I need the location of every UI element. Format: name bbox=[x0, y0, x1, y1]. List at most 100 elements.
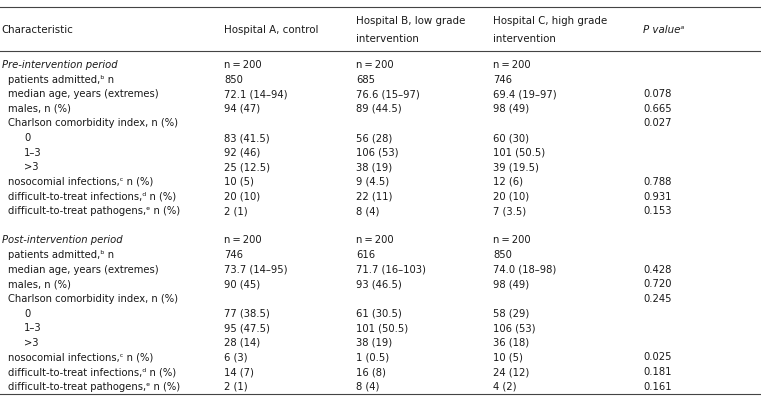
Text: 0.027: 0.027 bbox=[643, 118, 671, 128]
Text: 0.720: 0.720 bbox=[643, 279, 671, 289]
Text: difficult-to-treat infections,ᵈ n (%): difficult-to-treat infections,ᵈ n (%) bbox=[8, 366, 176, 376]
Text: 16 (8): 16 (8) bbox=[356, 366, 386, 376]
Text: >3: >3 bbox=[24, 337, 39, 347]
Text: 39 (19.5): 39 (19.5) bbox=[493, 162, 539, 172]
Text: 685: 685 bbox=[356, 74, 375, 84]
Text: 58 (29): 58 (29) bbox=[493, 308, 530, 318]
Text: 1 (0.5): 1 (0.5) bbox=[356, 352, 390, 362]
Text: 0.245: 0.245 bbox=[643, 293, 671, 303]
Text: 38 (19): 38 (19) bbox=[356, 162, 392, 172]
Text: 89 (44.5): 89 (44.5) bbox=[356, 103, 402, 113]
Text: 12 (6): 12 (6) bbox=[493, 176, 523, 186]
Text: 0: 0 bbox=[24, 308, 30, 318]
Text: Hospital C, high grade: Hospital C, high grade bbox=[493, 16, 607, 26]
Text: males, n (%): males, n (%) bbox=[8, 279, 71, 289]
Text: 20 (10): 20 (10) bbox=[493, 191, 529, 201]
Text: Post-intervention period: Post-intervention period bbox=[2, 235, 123, 245]
Text: 8 (4): 8 (4) bbox=[356, 381, 380, 391]
Text: 83 (41.5): 83 (41.5) bbox=[224, 133, 270, 143]
Text: 0.181: 0.181 bbox=[643, 366, 671, 376]
Text: 93 (46.5): 93 (46.5) bbox=[356, 279, 402, 289]
Text: 24 (12): 24 (12) bbox=[493, 366, 530, 376]
Text: nosocomial infections,ᶜ n (%): nosocomial infections,ᶜ n (%) bbox=[8, 352, 153, 362]
Text: 0.665: 0.665 bbox=[643, 103, 672, 113]
Text: nosocomial infections,ᶜ n (%): nosocomial infections,ᶜ n (%) bbox=[8, 176, 153, 186]
Text: 90 (45): 90 (45) bbox=[224, 279, 260, 289]
Text: n = 200: n = 200 bbox=[356, 235, 393, 245]
Text: 25 (12.5): 25 (12.5) bbox=[224, 162, 270, 172]
Text: Charlson comorbidity index, n (%): Charlson comorbidity index, n (%) bbox=[8, 118, 177, 128]
Text: 71.7 (16–103): 71.7 (16–103) bbox=[356, 264, 426, 274]
Text: n = 200: n = 200 bbox=[493, 235, 530, 245]
Text: 0: 0 bbox=[24, 133, 30, 143]
Text: intervention: intervention bbox=[356, 34, 419, 44]
Text: 746: 746 bbox=[493, 74, 512, 84]
Text: Hospital B, low grade: Hospital B, low grade bbox=[356, 16, 466, 26]
Text: 94 (47): 94 (47) bbox=[224, 103, 260, 113]
Text: 73.7 (14–95): 73.7 (14–95) bbox=[224, 264, 288, 274]
Text: 28 (14): 28 (14) bbox=[224, 337, 260, 347]
Text: 22 (11): 22 (11) bbox=[356, 191, 393, 201]
Text: males, n (%): males, n (%) bbox=[8, 103, 71, 113]
Text: 6 (3): 6 (3) bbox=[224, 352, 248, 362]
Text: 98 (49): 98 (49) bbox=[493, 279, 529, 289]
Text: 850: 850 bbox=[224, 74, 244, 84]
Text: 0.428: 0.428 bbox=[643, 264, 671, 274]
Text: n = 200: n = 200 bbox=[356, 60, 393, 70]
Text: 38 (19): 38 (19) bbox=[356, 337, 392, 347]
Text: 74.0 (18–98): 74.0 (18–98) bbox=[493, 264, 556, 274]
Text: 60 (30): 60 (30) bbox=[493, 133, 529, 143]
Text: 69.4 (19–97): 69.4 (19–97) bbox=[493, 89, 557, 99]
Text: 106 (53): 106 (53) bbox=[356, 147, 399, 157]
Text: difficult-to-treat pathogens,ᵉ n (%): difficult-to-treat pathogens,ᵉ n (%) bbox=[8, 381, 180, 391]
Text: 1–3: 1–3 bbox=[24, 147, 42, 157]
Text: 0.788: 0.788 bbox=[643, 176, 671, 186]
Text: difficult-to-treat pathogens,ᵉ n (%): difficult-to-treat pathogens,ᵉ n (%) bbox=[8, 206, 180, 216]
Text: patients admitted,ᵇ n: patients admitted,ᵇ n bbox=[8, 74, 113, 84]
Text: Pre-intervention period: Pre-intervention period bbox=[2, 60, 117, 70]
Text: 4 (2): 4 (2) bbox=[493, 381, 517, 391]
Text: 10 (5): 10 (5) bbox=[224, 176, 254, 186]
Text: n = 200: n = 200 bbox=[224, 235, 262, 245]
Text: 2 (1): 2 (1) bbox=[224, 206, 248, 216]
Text: 7 (3.5): 7 (3.5) bbox=[493, 206, 527, 216]
Text: 92 (46): 92 (46) bbox=[224, 147, 261, 157]
Text: 61 (30.5): 61 (30.5) bbox=[356, 308, 402, 318]
Text: 2 (1): 2 (1) bbox=[224, 381, 248, 391]
Text: n = 200: n = 200 bbox=[224, 60, 262, 70]
Text: P valueᵃ: P valueᵃ bbox=[643, 25, 684, 35]
Text: 98 (49): 98 (49) bbox=[493, 103, 529, 113]
Text: 0.161: 0.161 bbox=[643, 381, 672, 391]
Text: n = 200: n = 200 bbox=[493, 60, 530, 70]
Text: 56 (28): 56 (28) bbox=[356, 133, 393, 143]
Text: 20 (10): 20 (10) bbox=[224, 191, 260, 201]
Text: median age, years (extremes): median age, years (extremes) bbox=[8, 264, 158, 274]
Text: 76.6 (15–97): 76.6 (15–97) bbox=[356, 89, 420, 99]
Text: 8 (4): 8 (4) bbox=[356, 206, 380, 216]
Text: 10 (5): 10 (5) bbox=[493, 352, 523, 362]
Text: 0.931: 0.931 bbox=[643, 191, 671, 201]
Text: 101 (50.5): 101 (50.5) bbox=[356, 322, 408, 332]
Text: 72.1 (14–94): 72.1 (14–94) bbox=[224, 89, 288, 99]
Text: 14 (7): 14 (7) bbox=[224, 366, 254, 376]
Text: 0.025: 0.025 bbox=[643, 352, 671, 362]
Text: intervention: intervention bbox=[493, 34, 556, 44]
Text: 0.078: 0.078 bbox=[643, 89, 671, 99]
Text: 1–3: 1–3 bbox=[24, 322, 42, 332]
Text: >3: >3 bbox=[24, 162, 39, 172]
Text: 77 (38.5): 77 (38.5) bbox=[224, 308, 270, 318]
Text: median age, years (extremes): median age, years (extremes) bbox=[8, 89, 158, 99]
Text: Hospital A, control: Hospital A, control bbox=[224, 25, 319, 35]
Text: Charlson comorbidity index, n (%): Charlson comorbidity index, n (%) bbox=[8, 293, 177, 303]
Text: 36 (18): 36 (18) bbox=[493, 337, 529, 347]
Text: Characteristic: Characteristic bbox=[2, 25, 73, 35]
Text: difficult-to-treat infections,ᵈ n (%): difficult-to-treat infections,ᵈ n (%) bbox=[8, 191, 176, 201]
Text: 95 (47.5): 95 (47.5) bbox=[224, 322, 270, 332]
Text: 616: 616 bbox=[356, 249, 375, 259]
Text: 746: 746 bbox=[224, 249, 244, 259]
Text: 0.153: 0.153 bbox=[643, 206, 671, 216]
Text: 106 (53): 106 (53) bbox=[493, 322, 536, 332]
Text: 101 (50.5): 101 (50.5) bbox=[493, 147, 545, 157]
Text: patients admitted,ᵇ n: patients admitted,ᵇ n bbox=[8, 249, 113, 259]
Text: 850: 850 bbox=[493, 249, 512, 259]
